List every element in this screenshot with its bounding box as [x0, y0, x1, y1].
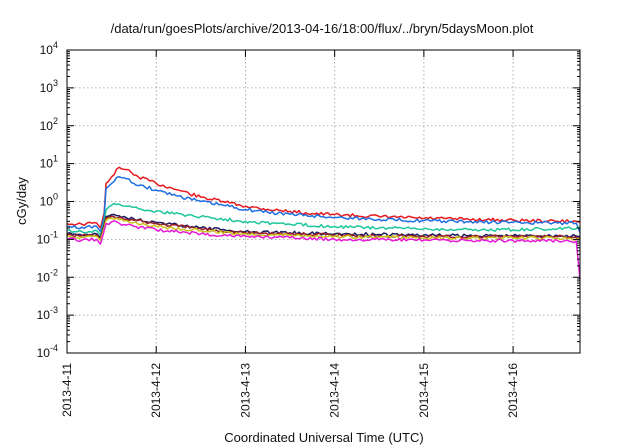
- series-line: [66, 166, 581, 229]
- x-tick-label: 2013-4-14: [328, 363, 342, 418]
- ticks: [66, 49, 580, 354]
- y-axis-label: cGy/day: [14, 177, 29, 225]
- y-tick-label: 10-1: [37, 229, 58, 246]
- x-tick-label: 2013-4-13: [238, 363, 252, 418]
- y-tick-label: 101: [40, 154, 58, 171]
- grid: [67, 50, 580, 353]
- x-tick-label: 2013-4-15: [417, 363, 431, 418]
- series-line: [66, 176, 581, 233]
- series-line: [66, 217, 581, 241]
- y-tick-label: 102: [40, 116, 58, 133]
- y-tick-label: 103: [40, 78, 58, 95]
- series-line: [66, 202, 581, 236]
- y-tick-label: 10-2: [37, 267, 58, 284]
- x-tick-label: 2013-4-12: [149, 363, 163, 418]
- series-group: [66, 166, 581, 280]
- y-tick-label: 10-3: [37, 305, 58, 322]
- x-tick-labels: 2013-4-11 2013-4-12 2013-4-13 2013-4-14 2013…: [60, 363, 520, 418]
- x-tick-label: 2013-4-11: [60, 363, 74, 417]
- series-line: [66, 213, 581, 239]
- y-tick-labels: 10-4 10-3 10-2 10-1 100 101 102 103 104: [37, 40, 58, 360]
- chart-title: /data/run/goesPlots/archive/2013-04-16/1…: [111, 21, 534, 36]
- x-axis-label: Coordinated Universal Time (UTC): [224, 430, 423, 445]
- x-tick-label: 2013-4-16: [506, 363, 520, 418]
- series-line: [66, 220, 581, 280]
- series-line: [66, 215, 581, 241]
- y-tick-label: 10-4: [37, 343, 58, 360]
- y-tick-label: 104: [40, 40, 58, 57]
- y-tick-label: 100: [40, 192, 58, 209]
